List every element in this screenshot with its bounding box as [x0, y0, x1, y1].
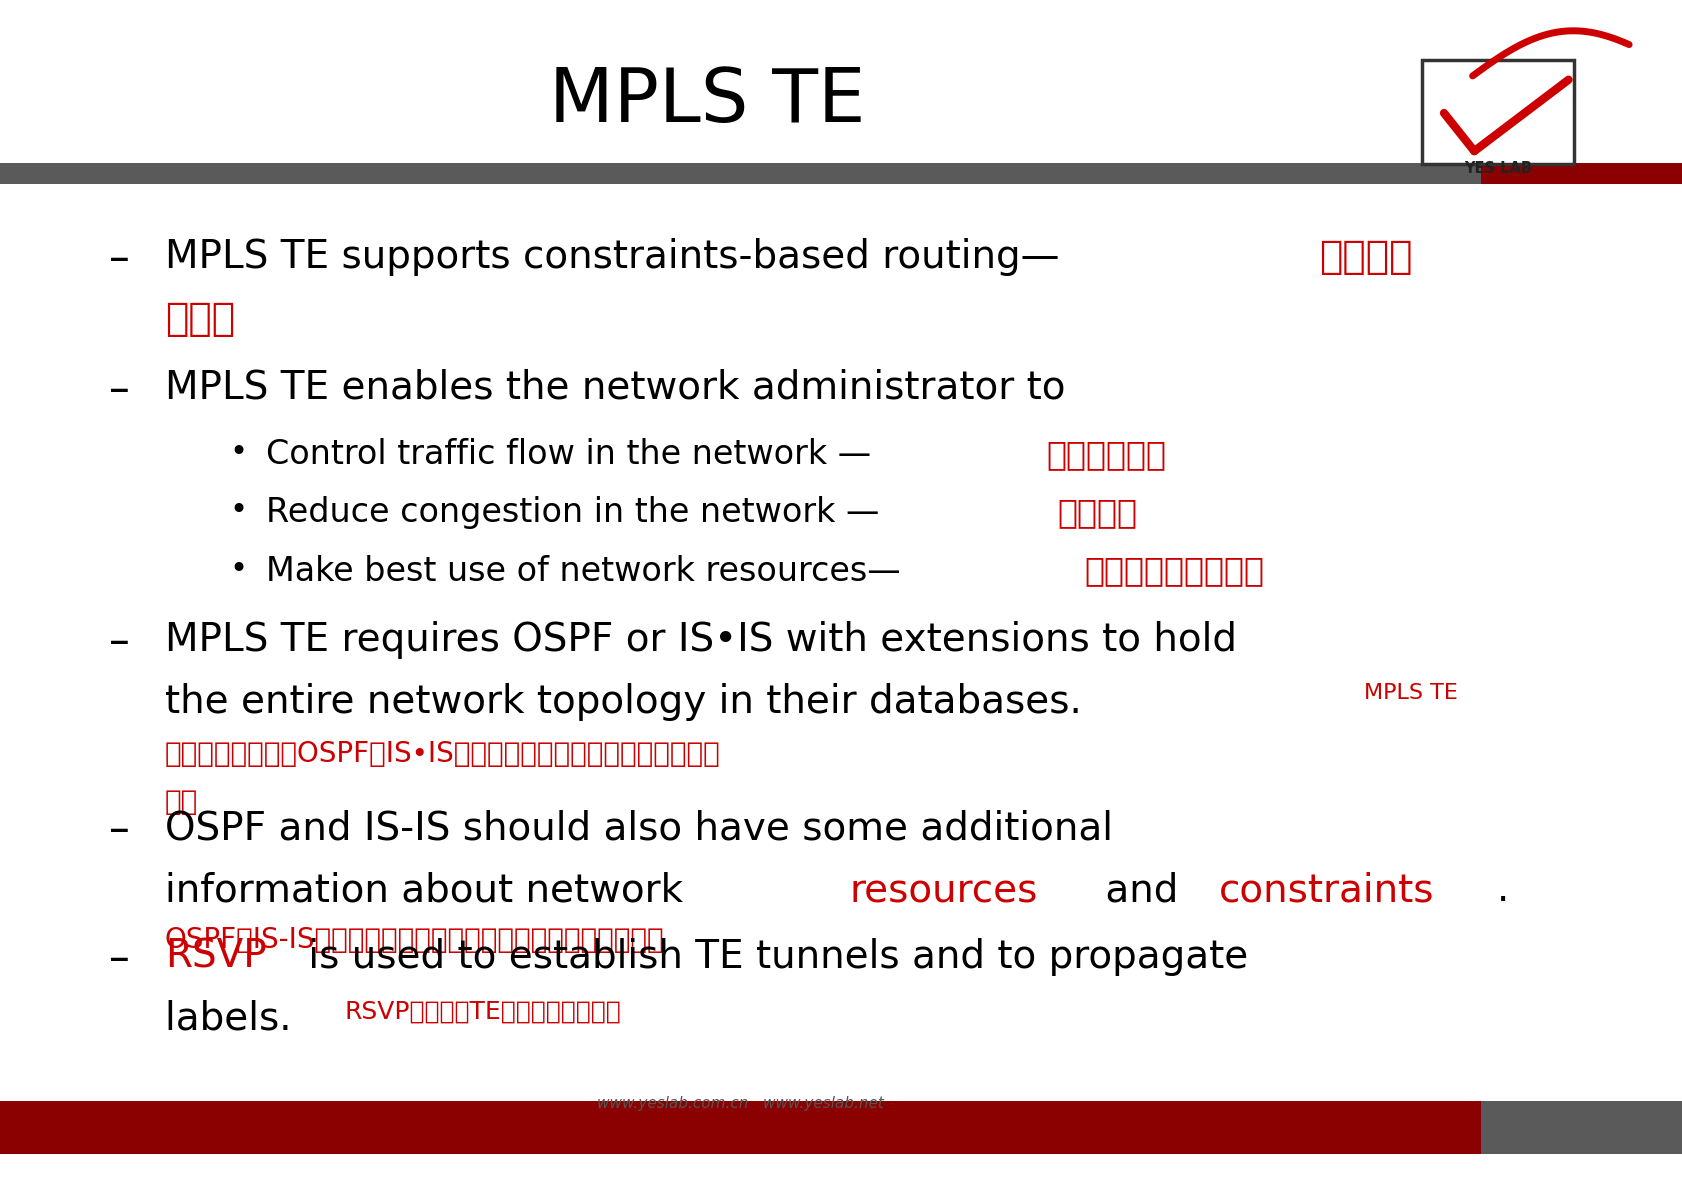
Text: information about network: information about network: [165, 871, 695, 909]
Text: MPLS TE requires OSPF or IS•IS with extensions to hold: MPLS TE requires OSPF or IS•IS with exte…: [165, 621, 1236, 659]
Text: labels.: labels.: [165, 1000, 304, 1038]
Text: the entire network topology in their databases.: the entire network topology in their dat…: [165, 683, 1093, 721]
Text: –: –: [109, 369, 130, 411]
Text: •: •: [229, 438, 247, 466]
FancyBboxPatch shape: [1480, 163, 1682, 184]
Text: •: •: [229, 496, 247, 525]
Text: RSVP用于建立TE醅道并传播标签。: RSVP用于建立TE醅道并传播标签。: [345, 1000, 621, 1023]
Text: Reduce congestion in the network —: Reduce congestion in the network —: [266, 496, 878, 530]
Text: –: –: [109, 938, 130, 979]
Text: .: .: [1495, 871, 1509, 909]
Text: MPLS TE enables the network administrator to: MPLS TE enables the network administrato…: [165, 369, 1065, 407]
FancyBboxPatch shape: [1480, 1101, 1682, 1154]
Text: MPLS TE: MPLS TE: [548, 64, 865, 138]
Text: 减少拥塑: 减少拥塑: [1056, 496, 1137, 530]
Text: OSPF和IS-IS还应该有一些关于网络资源和约束的附加信息。: OSPF和IS-IS还应该有一些关于网络资源和约束的附加信息。: [165, 926, 664, 954]
Text: –: –: [109, 238, 130, 280]
Text: –: –: [109, 809, 130, 851]
Text: MPLS TE supports constraints-based routing—: MPLS TE supports constraints-based routi…: [165, 238, 1058, 276]
Text: 中。: 中。: [165, 788, 198, 816]
Text: 基于约束: 基于约束: [1319, 238, 1411, 276]
Text: 需要具有扩展名的OSPF或IS•IS，以将整个网络拓扑保存在其数据库: 需要具有扩展名的OSPF或IS•IS，以将整个网络拓扑保存在其数据库: [165, 740, 720, 769]
Text: www.yeslab.com.cn   www.yeslab.net: www.yeslab.com.cn www.yeslab.net: [597, 1096, 883, 1110]
Text: 的路由: 的路由: [165, 300, 235, 338]
Text: YES LAB: YES LAB: [1463, 161, 1531, 176]
FancyBboxPatch shape: [1421, 60, 1573, 164]
Text: –: –: [109, 621, 130, 663]
Text: Make best use of network resources—: Make best use of network resources—: [266, 555, 900, 588]
FancyBboxPatch shape: [0, 1101, 1480, 1154]
Text: and: and: [1092, 871, 1189, 909]
Text: 控制流量路径: 控制流量路径: [1046, 438, 1166, 471]
Text: •: •: [229, 555, 247, 583]
Text: is used to establish TE tunnels and to propagate: is used to establish TE tunnels and to p…: [296, 938, 1248, 976]
Text: MPLS TE: MPLS TE: [1362, 683, 1457, 703]
Text: OSPF and IS-IS should also have some additional: OSPF and IS-IS should also have some add…: [165, 809, 1112, 847]
FancyBboxPatch shape: [0, 163, 1480, 184]
Text: Control traffic flow in the network —: Control traffic flow in the network —: [266, 438, 871, 471]
Text: constraints: constraints: [1218, 871, 1433, 909]
Text: RSVP: RSVP: [165, 938, 266, 976]
Text: resources: resources: [849, 871, 1038, 909]
Text: 更有效利用网络资源: 更有效利用网络资源: [1085, 555, 1265, 588]
